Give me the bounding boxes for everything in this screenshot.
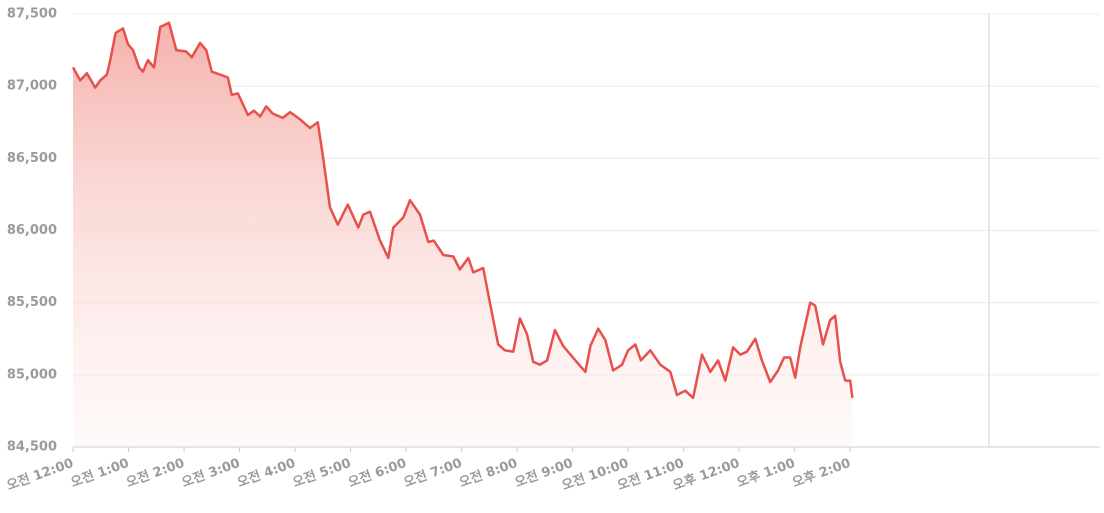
x-tick-label: 오전 4:00 bbox=[235, 455, 298, 491]
x-tick-label: 오후 1:00 bbox=[735, 455, 798, 491]
y-tick-label: 86,000 bbox=[7, 223, 57, 238]
x-tick-label: 오후 2:00 bbox=[790, 455, 853, 491]
x-tick-label: 오전 3:00 bbox=[180, 455, 243, 491]
x-tick-label: 오전 2:00 bbox=[124, 455, 187, 491]
y-tick-label: 86,500 bbox=[7, 151, 57, 166]
x-tick-label: 오전 1:00 bbox=[68, 455, 131, 491]
y-tick-label: 87,000 bbox=[7, 79, 57, 94]
y-tick-label: 87,500 bbox=[7, 7, 57, 22]
y-tick-label: 85,000 bbox=[7, 367, 57, 382]
x-tick-label: 오전 6:00 bbox=[346, 455, 409, 491]
x-tick-label: 오전 5:00 bbox=[291, 455, 354, 491]
y-tick-label: 84,500 bbox=[7, 440, 57, 455]
area-fill bbox=[73, 22, 853, 447]
x-tick-label: 오전 8:00 bbox=[457, 455, 520, 491]
x-tick-label: 오전 7:00 bbox=[402, 455, 465, 491]
x-tick-label: 오전 12:00 bbox=[4, 455, 75, 494]
y-tick-label: 85,500 bbox=[7, 295, 57, 310]
price-line bbox=[71, 21, 854, 400]
